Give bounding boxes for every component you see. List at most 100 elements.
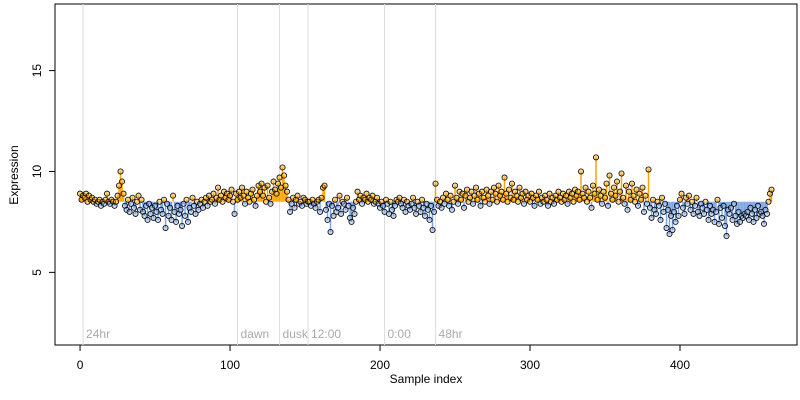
data-point [215,184,222,191]
data-point [474,196,481,203]
y-axis-label: Expression [7,145,21,204]
data-point [149,204,156,211]
event-label: 12:00 [311,327,341,341]
data-point [531,202,538,209]
data-point [332,196,339,203]
data-point [686,192,693,199]
data-point [336,192,343,199]
data-point [494,198,501,205]
data-point [318,194,325,201]
data-point [281,172,288,179]
data-point [545,202,552,209]
data-point [605,202,612,209]
data-point [329,202,336,209]
data-point [315,196,322,203]
data-point [425,206,432,213]
data-point [374,194,381,201]
data-point [768,186,775,193]
data-point [705,216,712,223]
data-point [728,204,735,211]
data-point [173,218,180,225]
data-point [147,210,154,217]
data-point [227,192,234,199]
data-point [182,212,189,219]
data-point [612,192,619,199]
data-point [326,200,333,207]
data-point [291,204,298,211]
data-point [224,190,231,197]
data-point [104,190,111,197]
data-point [84,198,91,205]
data-point [254,192,261,199]
data-point [473,184,480,191]
data-point [729,216,736,223]
data-point [663,224,670,231]
data-point [221,188,228,195]
data-point [668,212,675,219]
data-point [551,200,558,207]
data-point [135,192,142,199]
data-point [459,190,466,197]
data-point [183,196,190,203]
data-point [546,190,553,197]
data-point [284,188,291,195]
data-point [624,206,631,213]
data-point [180,200,187,207]
data-point [750,218,757,225]
data-point [734,220,741,227]
data-point [113,198,120,205]
data-point [399,204,406,211]
data-point [519,190,526,197]
data-point [536,188,543,195]
data-point [350,204,357,211]
data-point [249,186,256,193]
data-point [455,200,462,207]
data-point [578,168,585,175]
data-point [506,186,513,193]
data-point [621,200,628,207]
data-point [257,188,264,195]
event-label: dawn [241,327,270,341]
x-tick-label: 0 [77,358,84,372]
data-point [77,190,84,197]
data-point [591,190,598,197]
data-point [446,202,453,209]
data-point [458,196,465,203]
data-point [410,194,417,201]
data-point [327,229,334,236]
data-point [179,222,186,229]
data-point [635,202,642,209]
data-point [210,190,217,197]
data-point [258,180,265,187]
data-point [659,194,666,201]
data-point [117,168,124,175]
data-point [587,194,594,201]
data-point [324,216,331,223]
data-point [638,196,645,203]
data-point [408,200,415,207]
data-point [338,210,345,217]
data-point [273,190,280,197]
data-point [128,200,135,207]
data-point [422,212,429,219]
data-point [116,182,123,189]
data-point [609,196,616,203]
data-point [588,204,595,211]
data-point [392,202,399,209]
data-point [639,184,646,191]
event-label: 0:00 [388,327,412,341]
data-point [755,202,762,209]
data-point [726,210,733,217]
data-point [266,194,273,201]
data-point [680,204,687,211]
data-point [600,188,607,195]
data-point [234,196,241,203]
data-point [669,226,676,233]
data-point [228,186,235,193]
data-point [737,218,744,225]
data-point [720,202,727,209]
data-point [486,200,493,207]
data-point [192,210,199,217]
data-point [749,210,756,217]
event-label: dusk [283,327,309,341]
